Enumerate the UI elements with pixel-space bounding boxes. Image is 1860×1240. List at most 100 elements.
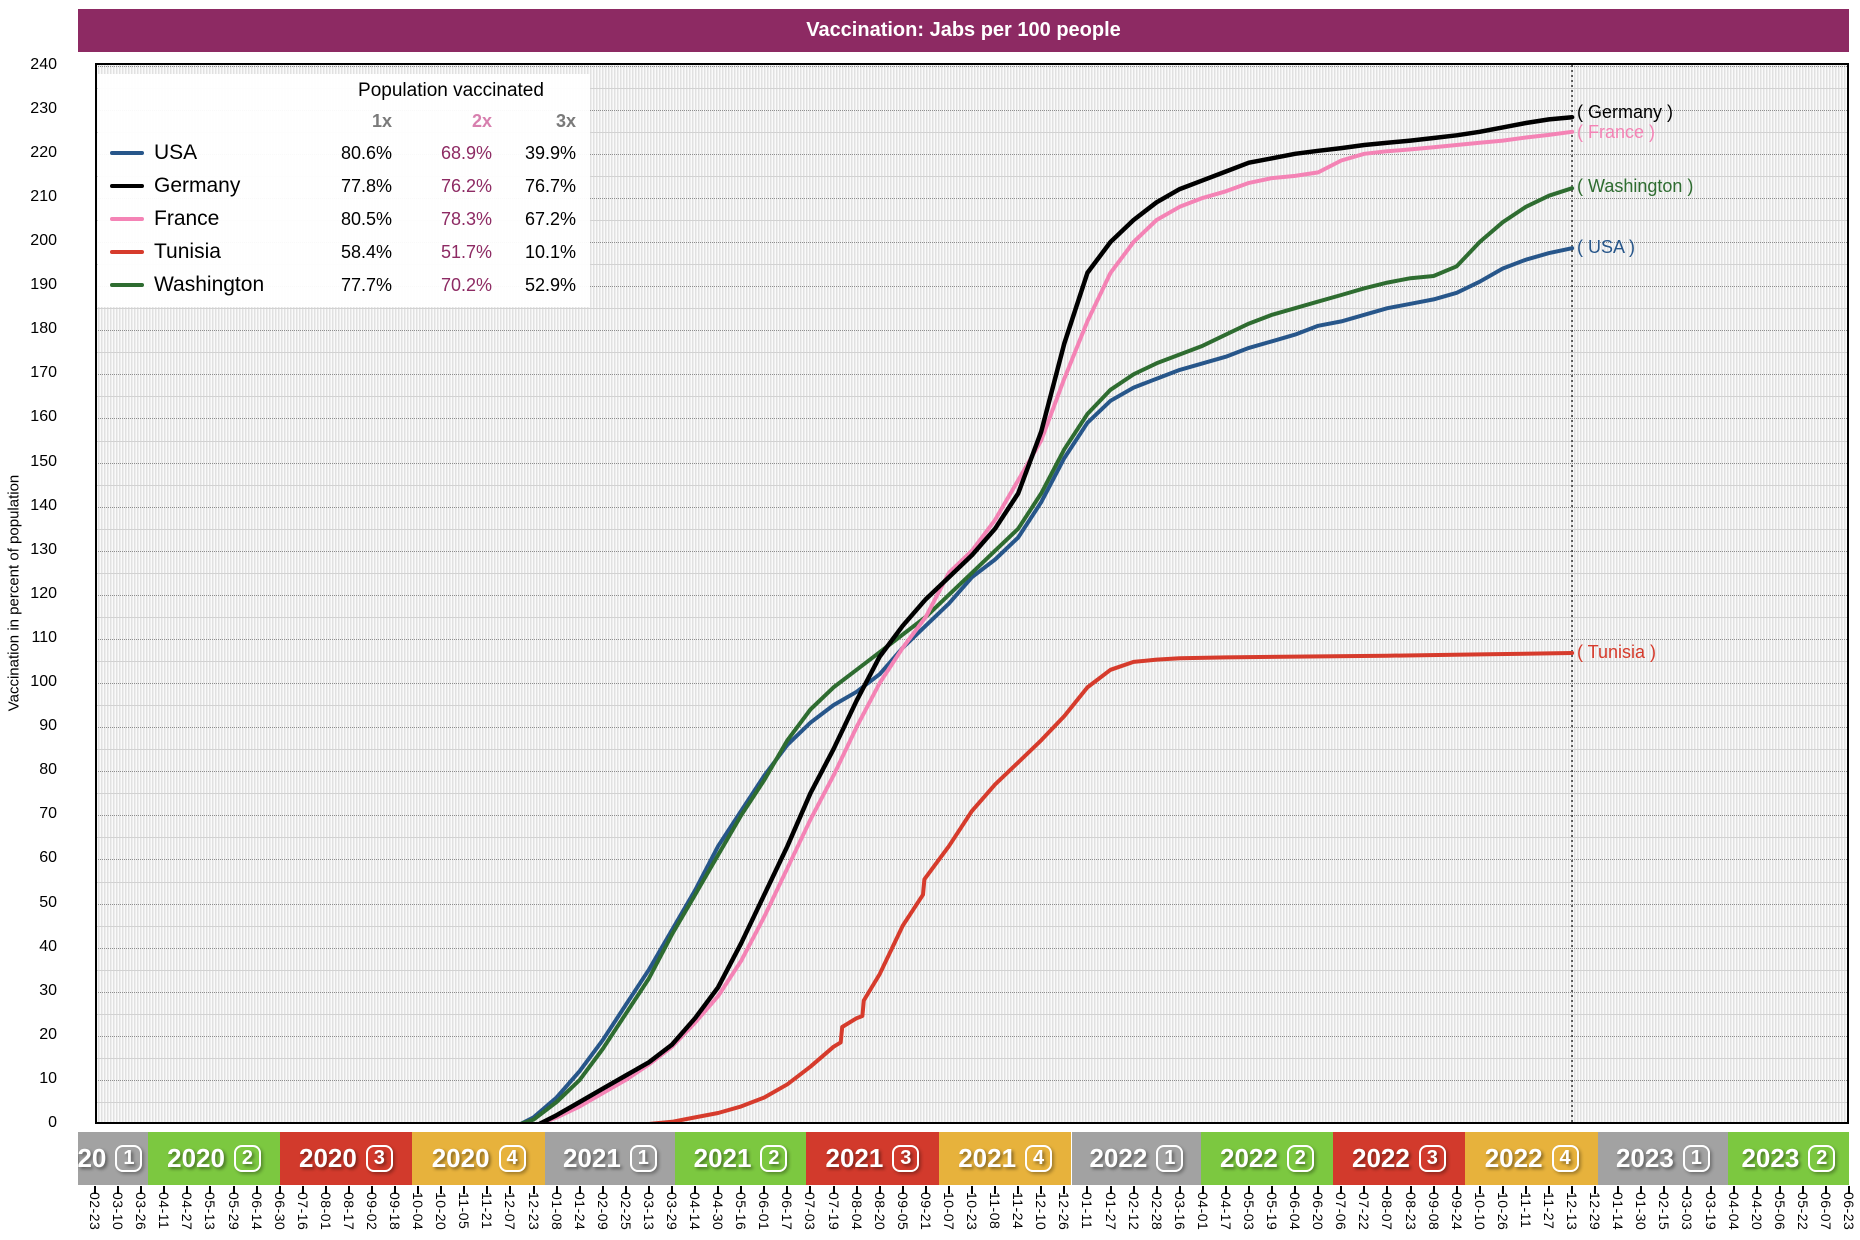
x-tick	[1063, 1186, 1066, 1194]
grid-line	[95, 815, 1849, 817]
x-tick	[255, 1186, 258, 1194]
legend-name-france: France	[154, 207, 220, 230]
y-tick-label: 50	[39, 893, 57, 911]
quarter-number: 3	[1418, 1145, 1446, 1172]
grid-line	[95, 109, 1849, 111]
curve-label-usa: ( USA )	[1577, 237, 1636, 258]
legend-value: 39.9%	[524, 142, 576, 163]
x-tick	[1732, 1186, 1735, 1194]
x-tick-label: 09-08	[1425, 1192, 1442, 1231]
chart-title: Vaccination: Jabs per 100 people	[806, 19, 1121, 41]
x-tick-label: 06-30	[271, 1192, 288, 1231]
legend-table: Population vaccinated 1x 2x 3x USA 80.6%…	[98, 74, 590, 307]
legend-col-2x: 2x	[471, 111, 492, 131]
legend-col-1x: 1x	[371, 111, 392, 131]
x-tick-label: 05-03	[1240, 1192, 1257, 1231]
x-tick	[763, 1186, 766, 1194]
x-tick	[394, 1186, 396, 1194]
x-tick-label: 09-18	[387, 1192, 403, 1231]
grid-line	[95, 837, 1849, 839]
y-tick-label: 80	[39, 761, 57, 779]
x-tick	[1640, 1186, 1643, 1194]
x-tick-label: 07-16	[294, 1192, 311, 1231]
legend-value: 76.2%	[440, 175, 492, 196]
x-tick-label: 04-01	[1194, 1192, 1211, 1231]
x-tick-label: 08-20	[871, 1192, 888, 1231]
x-tick-label: 12-29	[1587, 1192, 1604, 1231]
x-tick	[1294, 1186, 1297, 1194]
grid-line	[95, 220, 1849, 221]
y-tick-label: 110	[31, 628, 57, 646]
quarter-year: 2021	[693, 1143, 752, 1173]
x-tick	[1524, 1186, 1527, 1194]
y-tick-label: 180	[30, 320, 57, 338]
quarter-year: 2021	[958, 1143, 1017, 1173]
legend-header: Population vaccinated	[358, 80, 544, 101]
y-tick-label: 150	[30, 452, 57, 470]
quarter-year: 2022	[1220, 1143, 1278, 1173]
legend-value: 51.7%	[440, 241, 492, 262]
legend-name-germany: Germany	[154, 174, 241, 197]
x-tick	[671, 1186, 673, 1194]
y-tick-label: 60	[39, 849, 57, 867]
quarter-band: 2020 4	[412, 1132, 545, 1185]
legend-name-tunisia: Tunisia	[154, 240, 221, 263]
x-tick	[1848, 1186, 1850, 1194]
x-tick-label: 06-20	[1310, 1192, 1327, 1231]
x-tick	[324, 1186, 327, 1194]
x-tick	[832, 1186, 835, 1194]
x-tick-label: 12-10	[1033, 1192, 1050, 1231]
x-tick-label: 09-24	[1448, 1192, 1465, 1231]
x-tick-label: 02-15	[1656, 1192, 1673, 1231]
legend-swatch-germany	[110, 184, 144, 188]
grid-line	[95, 903, 1849, 905]
x-tick	[555, 1186, 558, 1194]
x-tick	[301, 1186, 304, 1194]
legend-value: 77.7%	[340, 274, 392, 295]
x-tick	[994, 1186, 997, 1194]
quarter-number: 1	[629, 1145, 657, 1172]
curve-label-germany: ( Germany )	[1577, 101, 1674, 122]
grid-line	[95, 131, 1849, 133]
chart-curves	[518, 65, 1575, 1124]
quarter-band: 2021 2	[674, 1132, 807, 1185]
x-tick-label: 04-30	[710, 1192, 727, 1231]
quarter-band: 2021 1	[545, 1132, 675, 1185]
grid-line	[95, 87, 1849, 89]
grid-line	[95, 1102, 1849, 1103]
legend-value: 76.7%	[524, 175, 576, 196]
x-tick-label: 01-27	[1102, 1192, 1119, 1231]
y-tick-label: 10	[39, 1069, 57, 1087]
legend-value: 77.8%	[340, 175, 392, 196]
quarter-year: 2023	[1741, 1143, 1800, 1173]
quarter-band: 2021 3	[806, 1132, 939, 1185]
grid-line	[95, 153, 1849, 155]
grid-line	[95, 638, 1849, 640]
x-tick-label: 01-24	[571, 1192, 588, 1231]
quarter-year: 2021	[825, 1143, 884, 1173]
y-tick-label: 190	[30, 276, 57, 294]
x-tick	[1040, 1186, 1043, 1194]
quarter-band: 2023 1	[1598, 1132, 1728, 1185]
curve-label-washington: ( Washington )	[1577, 175, 1694, 196]
x-tick-label: 02-28	[1148, 1192, 1165, 1231]
quarter-number: 1	[115, 1145, 143, 1172]
x-tick	[232, 1186, 235, 1194]
x-tick	[809, 1186, 812, 1194]
quarter-band: 2023 2	[1727, 1132, 1849, 1185]
series-line-tunisia	[646, 651, 1575, 1124]
quarter-number: 4	[1551, 1145, 1579, 1172]
quarter-year: 2022	[1484, 1143, 1543, 1173]
x-tick	[1686, 1186, 1689, 1194]
x-tick-label: 01-14	[1610, 1192, 1627, 1231]
x-tick	[532, 1186, 535, 1194]
x-tick	[440, 1186, 443, 1194]
quarter-number: 2	[760, 1145, 788, 1172]
chart-title-bar: Vaccination: Jabs per 100 people	[78, 9, 1849, 52]
grid-line	[95, 683, 1849, 684]
x-tick-label: 02-25	[617, 1192, 634, 1231]
x-tick	[186, 1186, 189, 1194]
grid-line	[95, 705, 1849, 707]
x-tick-label: 02-12	[1125, 1192, 1142, 1231]
legend-name-usa: USA	[154, 141, 198, 164]
